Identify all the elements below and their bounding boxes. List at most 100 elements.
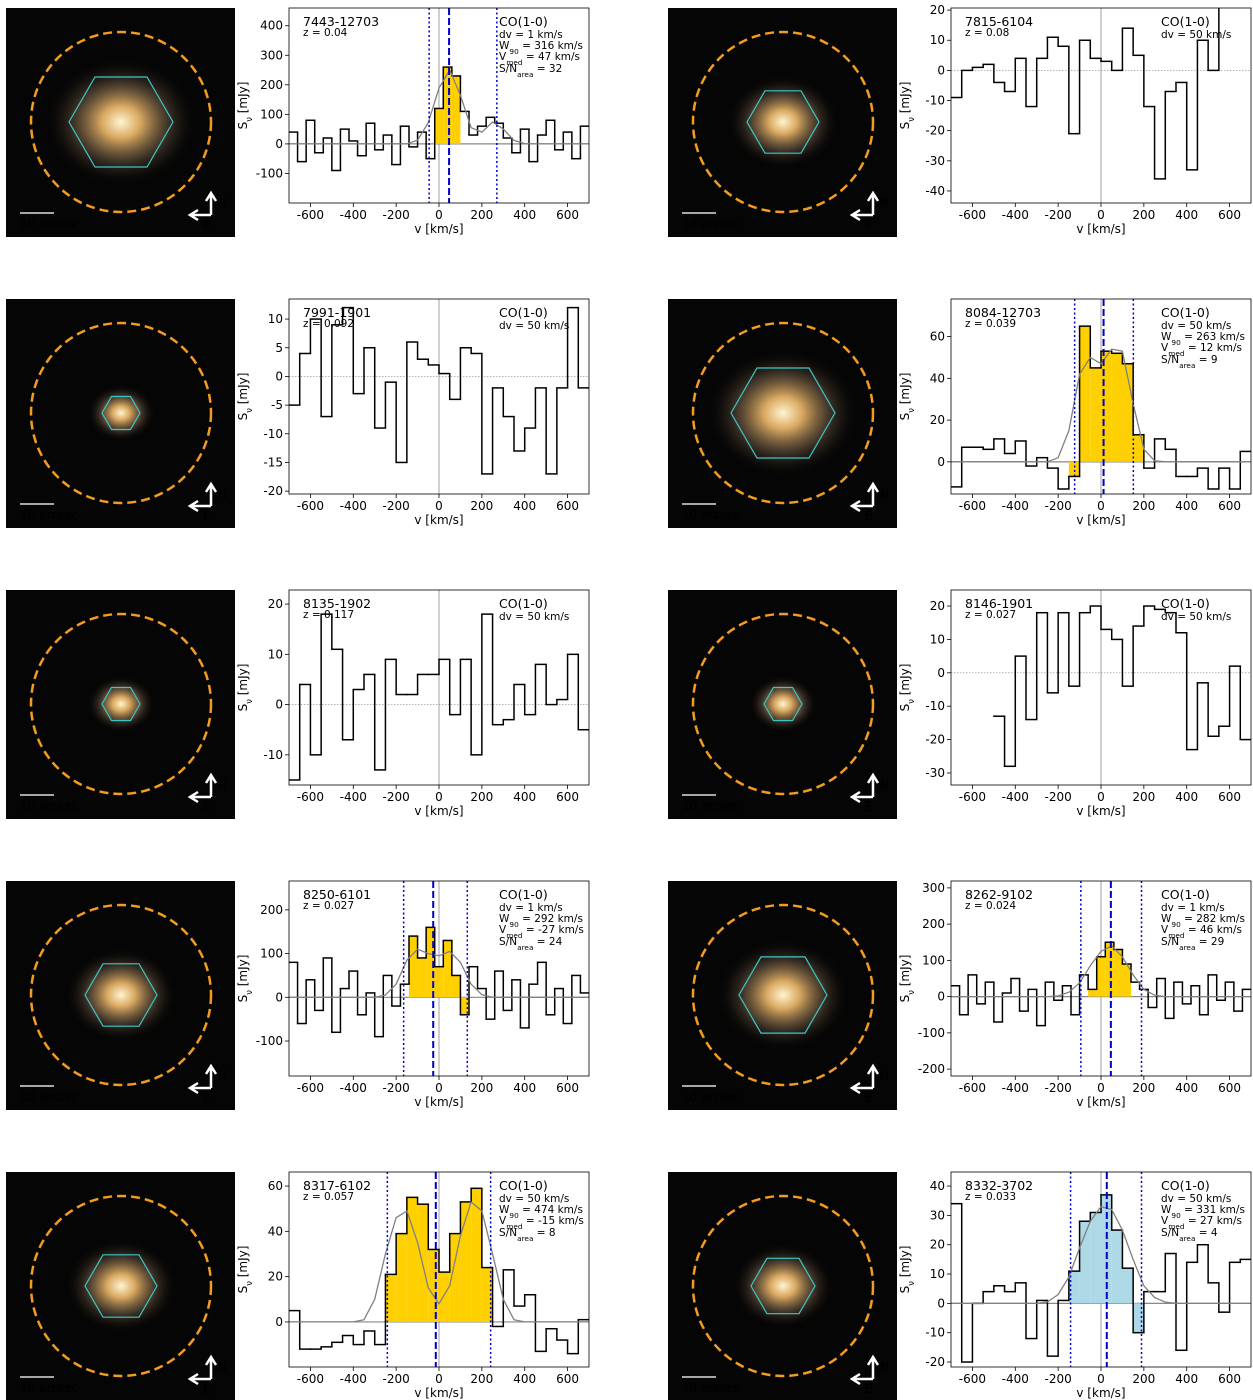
compass <box>187 481 218 513</box>
flux-fill <box>1122 363 1134 462</box>
x-tick-label: 400 <box>513 790 536 804</box>
y-tick-label: 10 <box>930 33 945 47</box>
ifu-hexagon <box>84 1254 158 1318</box>
galaxy <box>64 1238 178 1334</box>
x-tick-label: 200 <box>1132 1081 1155 1095</box>
x-tick-label: 0 <box>1097 1081 1105 1095</box>
sn-label: S/Narea = 9 <box>1161 354 1218 370</box>
x-tick-label: -200 <box>1045 1372 1072 1386</box>
scale-label: 10 arcsec <box>682 1090 740 1104</box>
compass-east: E <box>203 218 211 232</box>
galaxy <box>86 675 156 733</box>
compass-north: N <box>218 1069 227 1083</box>
y-axis-label-part: S <box>236 1286 250 1294</box>
scale-label: 10 arcsec <box>20 217 78 231</box>
compass <box>849 1354 880 1386</box>
ifu-hexagon <box>101 395 141 431</box>
scale-label: 10 arcsec <box>682 217 740 231</box>
galaxy-name: 8332-3702 <box>965 1178 1033 1193</box>
y-tick-label: 20 <box>930 1238 945 1252</box>
y-tick-label: 10 <box>268 312 283 326</box>
x-tick-label: -400 <box>340 790 367 804</box>
sn-label-part: S/N <box>499 63 517 75</box>
sn-label: S/Narea = 4 <box>1161 1227 1218 1243</box>
channel-width: dv = 50 km/s <box>1161 611 1231 623</box>
flux-fill <box>417 957 427 998</box>
w90-label: W90 = 474 km/s <box>499 1204 583 1220</box>
flux-fill <box>1122 964 1131 997</box>
x-tick-label: -200 <box>1045 499 1072 513</box>
x-tick-label: -200 <box>383 790 410 804</box>
plot-area <box>951 8 1251 203</box>
y-tick-label: 60 <box>268 1179 283 1193</box>
compass-north: N <box>880 196 889 210</box>
scale-label: 10 arcsec <box>20 508 78 522</box>
line-name: CO(1-0) <box>499 14 548 29</box>
x-tick-label: 200 <box>470 1081 493 1095</box>
y-tick-label: -15 <box>263 455 283 469</box>
y-tick-label: -10 <box>263 748 283 762</box>
vmed-label-part: V <box>1161 924 1169 936</box>
y-axis-label: Sν [mJy] <box>898 955 916 1003</box>
x-tick-label: 600 <box>1218 1372 1241 1386</box>
y-tick-label: 20 <box>930 599 945 613</box>
gaussian-fit <box>289 69 589 145</box>
x-tick-label: -400 <box>340 1372 367 1386</box>
sn-label-part: = 8 <box>533 1227 555 1239</box>
y-axis-label-part: ν <box>906 117 916 122</box>
vmed-label-part: med <box>506 931 522 940</box>
y-axis-label-part: [mJy] <box>898 1246 912 1282</box>
galaxy-name: 8135-1902 <box>303 596 371 611</box>
vmed-label: Vmed = 46 km/s <box>1161 924 1242 940</box>
y-axis-label-part: S <box>898 1286 912 1294</box>
y-tick-label: -10 <box>925 1326 945 1340</box>
galaxy <box>43 56 199 188</box>
sn-label: S/Narea = 8 <box>499 1227 556 1243</box>
x-tick-label: 0 <box>1097 1372 1105 1386</box>
sn-label-part: S/N <box>1161 936 1179 948</box>
sn-label-part: S/N <box>499 1227 517 1239</box>
flux-fill <box>1088 989 1097 997</box>
w90-label-part: = 316 km/s <box>519 40 583 52</box>
ifu-hexagon <box>730 367 836 459</box>
y-tick-label: 200 <box>260 903 283 917</box>
aperture-circle <box>691 612 875 796</box>
y-axis-label: Sν [mJy] <box>236 82 254 130</box>
y-axis-label: Sν [mJy] <box>898 1246 916 1294</box>
vmed-label: Vmed = 27 km/s <box>1161 1215 1242 1231</box>
flux-fill <box>1079 1221 1091 1304</box>
flux-fill <box>1101 1194 1112 1304</box>
sn-label: S/Narea = 24 <box>499 936 563 952</box>
sn-label-part: S/N <box>1161 1227 1179 1239</box>
x-tick-label: -600 <box>297 499 324 513</box>
w90-label-part: = 474 km/s <box>519 1204 583 1216</box>
galaxy-name: 8084-12703 <box>965 305 1041 320</box>
y-axis-label-part: [mJy] <box>898 373 912 409</box>
x-tick-label: 600 <box>556 1081 579 1095</box>
scale-label: 10 arcsec <box>682 508 740 522</box>
y-axis-label-part: ν <box>906 699 916 704</box>
vmed-label-part: V <box>499 51 507 63</box>
channel-width: dv = 1 km/s <box>499 29 563 41</box>
x-tick-label: 0 <box>435 499 443 513</box>
flux-fill <box>1096 956 1106 997</box>
redshift: z = 0.08 <box>965 27 1009 39</box>
redshift: z = 0.033 <box>965 1191 1016 1203</box>
compass-north: N <box>218 1360 227 1374</box>
y-tick-label: 200 <box>922 917 945 931</box>
y-tick-label: 40 <box>268 1224 283 1238</box>
x-axis-label: v [km/s] <box>1076 513 1125 527</box>
flux-fill <box>443 940 452 998</box>
galaxy <box>726 74 840 170</box>
compass <box>849 772 880 804</box>
flux-fill <box>449 1233 461 1322</box>
y-tick-label: -100 <box>918 1026 945 1040</box>
compass-east: E <box>865 509 873 523</box>
flux-fill <box>434 108 444 144</box>
y-tick-label: 400 <box>260 19 283 33</box>
redshift: z = 0.092 <box>303 318 354 330</box>
flux-fill <box>1133 1303 1144 1333</box>
compass <box>849 1063 880 1095</box>
y-tick-label: -30 <box>925 766 945 780</box>
vmed-label-part: med <box>1168 931 1184 940</box>
